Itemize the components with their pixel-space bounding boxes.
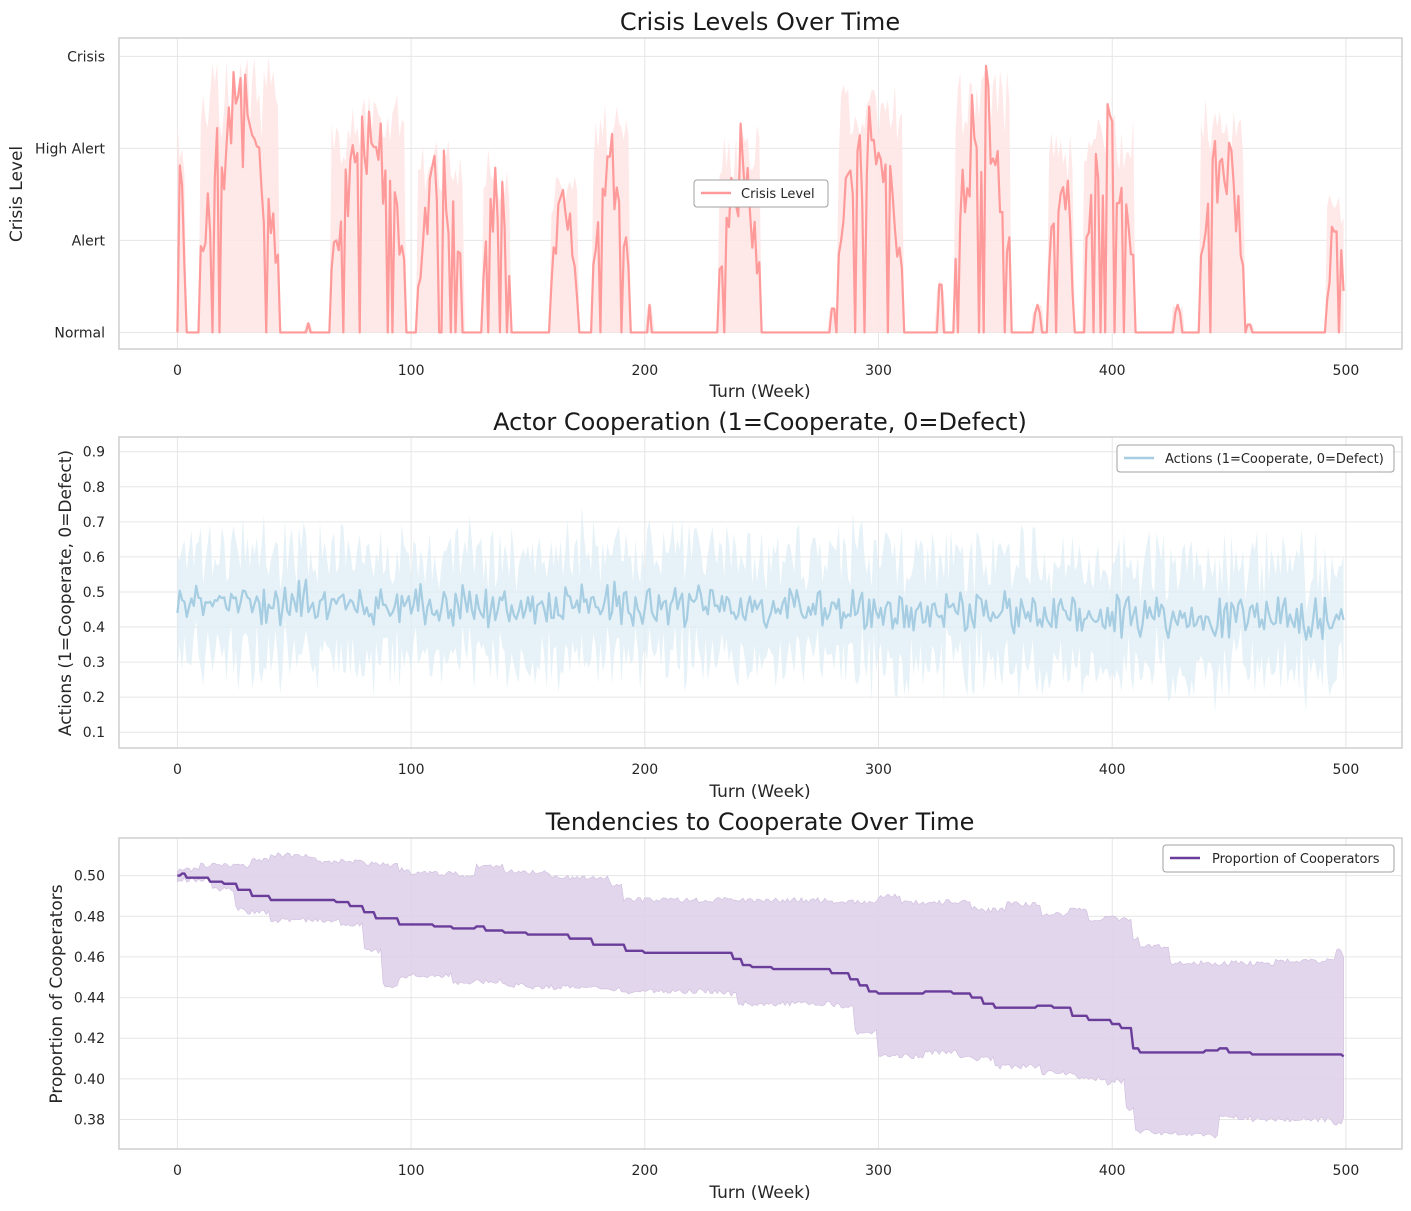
tendencies-chart-frame bbox=[118, 837, 1403, 1150]
x-tick-label: 400 bbox=[1099, 762, 1126, 778]
x-tick-label: 200 bbox=[631, 762, 658, 778]
crisis-legend-box bbox=[693, 179, 829, 208]
y-tick-label: 0.42 bbox=[74, 1031, 105, 1047]
x-tick-label: 500 bbox=[1333, 1163, 1360, 1179]
x-tick-label: 100 bbox=[398, 762, 425, 778]
y-tick-label: 0.8 bbox=[83, 480, 105, 496]
proportion-line bbox=[177, 872, 1345, 1058]
cooperation-legend-label: Actions (1=Cooperate, 0=Defect) bbox=[1165, 452, 1384, 467]
tendencies-chart-xlabel: Turn (Week) bbox=[708, 1183, 810, 1203]
y-tick-label: 0.50 bbox=[74, 869, 105, 885]
x-tick-label: 300 bbox=[865, 363, 892, 379]
cooperation-chart-xticks: 0 100 200 300 400 500 bbox=[173, 762, 1359, 778]
y-tick-label: 0.1 bbox=[83, 725, 105, 741]
tendencies-legend-box bbox=[1162, 844, 1395, 873]
cooperation-chart-series bbox=[176, 578, 1345, 641]
cooperation-confidence-band bbox=[177, 505, 1344, 713]
actor-cooperation-chart: 0 100 200 300 400 500 0.10.20.30.40.50.60.70.… bbox=[56, 408, 1403, 802]
cooperation-legend-box bbox=[1116, 444, 1395, 473]
crisis-chart-frame bbox=[118, 37, 1403, 350]
y-tick-label: 0.6 bbox=[83, 550, 105, 566]
y-tick-label: 0.9 bbox=[83, 445, 105, 461]
crisis-chart-bands bbox=[177, 56, 1344, 333]
tendencies-chart-legend: Proportion of Cooperators bbox=[1162, 844, 1395, 873]
x-tick-label: 400 bbox=[1099, 363, 1126, 379]
tendencies-chart-title: Tendencies to Cooperate Over Time bbox=[545, 808, 975, 836]
x-tick-label: 300 bbox=[865, 1163, 892, 1179]
y-tick-label: 0.7 bbox=[83, 515, 105, 531]
x-tick-label: 100 bbox=[398, 363, 425, 379]
tendencies-chart-ylabel: Proportion of Cooperators bbox=[47, 884, 67, 1103]
y-tick-label: Normal bbox=[54, 325, 105, 341]
y-tick-label: 0.38 bbox=[74, 1113, 105, 1129]
x-tick-label: 200 bbox=[631, 1163, 658, 1179]
tendencies-chart-band bbox=[177, 852, 1344, 1139]
cooperation-chart-yticks: 0.1 0.2 0.3 0.4 0.5 0.6 0.7 0.8 0.9 bbox=[83, 445, 105, 741]
cooperation-chart-xlabel: Turn (Week) bbox=[708, 782, 810, 802]
y-tick-label: Alert bbox=[72, 233, 106, 249]
crisis-chart-legend: Crisis Level bbox=[693, 179, 829, 208]
x-tick-label: 0 bbox=[173, 363, 182, 379]
x-tick-label: 200 bbox=[631, 363, 658, 379]
crisis-chart-xticks: 0 100 200 300 400 500 bbox=[173, 363, 1359, 379]
tendencies-chart-xticks: 0 100 200 300 400 500 bbox=[173, 1163, 1359, 1179]
tendencies-chart: 0 100 200 300 400 500 0.38 0.40 0.42 0.44 0.46 0.4… bbox=[47, 808, 1403, 1203]
x-tick-label: 400 bbox=[1099, 1163, 1126, 1179]
cooperation-chart-frame bbox=[118, 436, 1403, 749]
y-tick-label: High Alert bbox=[35, 141, 105, 157]
y-tick-label: 0.40 bbox=[74, 1072, 105, 1088]
x-tick-label: 500 bbox=[1333, 363, 1360, 379]
x-tick-label: 0 bbox=[173, 1163, 182, 1179]
crisis-chart-title: Crisis Levels Over Time bbox=[620, 8, 900, 36]
crisis-confidence-band bbox=[177, 56, 1344, 333]
cooperation-chart-ylabel: Actions (1=Cooperate, 0=Defect) bbox=[56, 450, 76, 736]
y-tick-label: Crisis bbox=[67, 49, 105, 65]
crisis-chart-xlabel: Turn (Week) bbox=[708, 382, 810, 402]
cooperation-line bbox=[176, 578, 1345, 641]
y-tick-label: 0.3 bbox=[83, 655, 105, 671]
y-tick-label: 0.4 bbox=[83, 620, 105, 636]
cooperation-chart-legend: Actions (1=Cooperate, 0=Defect) bbox=[1116, 444, 1395, 473]
y-tick-label: 0.44 bbox=[74, 991, 105, 1007]
x-tick-label: 100 bbox=[398, 1163, 425, 1179]
tendencies-chart-yticks: 0.38 0.40 0.42 0.44 0.46 0.48 0.50 bbox=[74, 869, 105, 1129]
y-tick-label: 0.5 bbox=[83, 585, 105, 601]
y-tick-label: 0.46 bbox=[74, 950, 105, 966]
crisis-chart-yticks: Normal Alert High Alert Crisis bbox=[35, 49, 105, 341]
x-tick-label: 300 bbox=[865, 762, 892, 778]
tendencies-confidence-band bbox=[177, 852, 1344, 1139]
cooperation-chart-band bbox=[177, 505, 1344, 713]
y-tick-label: 0.48 bbox=[74, 909, 105, 925]
tendencies-legend-label: Proportion of Cooperators bbox=[1212, 852, 1380, 867]
tendencies-chart-series bbox=[177, 872, 1345, 1058]
y-tick-label: 0.2 bbox=[83, 690, 105, 706]
crisis-legend-label: Crisis Level bbox=[741, 187, 815, 202]
crisis-levels-chart: 0 100 200 300 400 500 Normal Alert High Alert Cr… bbox=[7, 8, 1403, 402]
crisis-chart-ylabel: Crisis Level bbox=[7, 146, 27, 242]
cooperation-chart-title: Actor Cooperation (1=Cooperate, 0=Defect… bbox=[493, 408, 1027, 436]
x-tick-label: 0 bbox=[173, 762, 182, 778]
x-tick-label: 500 bbox=[1333, 762, 1360, 778]
crisis-level-line bbox=[176, 64, 1345, 334]
crisis-chart-series bbox=[176, 64, 1345, 334]
